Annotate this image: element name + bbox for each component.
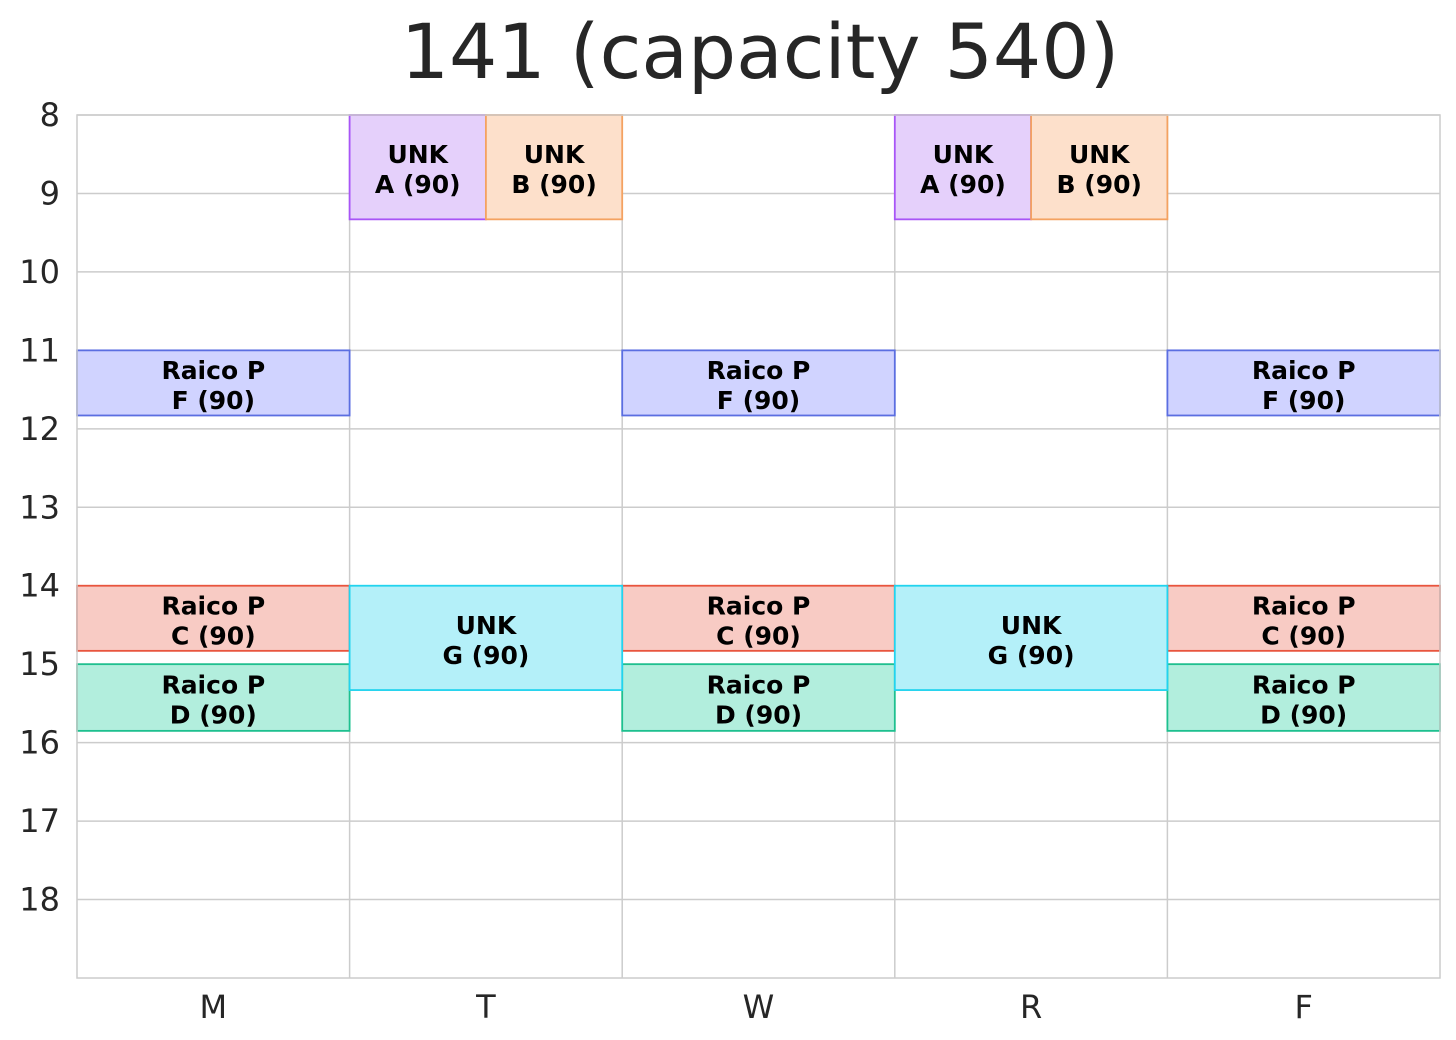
schedule-block: Raico PC (90) [76,584,351,652]
block-label-line2: C (90) [171,621,256,650]
chart-title: 141 (capacity 540) [401,7,1120,96]
y-tick-label: 18 [19,881,60,919]
block-rect [348,114,487,221]
schedule-block: Raico PF (90) [621,349,896,417]
plot-frame [76,114,1441,979]
block-label-line1: Raico P [161,356,265,385]
x-tick-label: W [743,988,775,1026]
x-tick-label: M [199,988,227,1026]
y-tick-label: 13 [19,488,60,526]
block-label-line1: UNK [1001,611,1063,640]
x-tick-label: T [475,988,496,1026]
block-rect [621,584,896,652]
y-tick-label: 9 [40,174,60,212]
block-label-line1: UNK [456,611,518,640]
schedule-block: Raico PD (90) [621,663,896,732]
block-label-line1: Raico P [161,671,265,700]
grid [77,114,1440,978]
block-label-line1: Raico P [1252,356,1356,385]
block-label-line2: A (90) [375,170,461,199]
block-rect [76,349,351,417]
x-tick-label: R [1020,988,1042,1026]
block-rect [484,114,624,221]
block-label-line2: A (90) [920,170,1006,199]
block-label-line2: D (90) [170,701,257,730]
block-rect [76,584,351,652]
y-tick-label: 8 [40,96,60,134]
block-label-line1: Raico P [707,671,811,700]
block-label-line1: Raico P [1252,671,1356,700]
block-label-line1: UNK [933,140,995,169]
block-rect [621,663,896,732]
block-rect [348,584,624,691]
block-rect [76,663,351,732]
block-label-line2: F (90) [1262,386,1345,415]
block-rect [1166,584,1441,652]
block-label-line2: D (90) [1260,701,1347,730]
schedule-block: Raico PF (90) [1166,349,1441,417]
block-label-line2: C (90) [716,621,801,650]
block-label-line1: Raico P [707,591,811,620]
block-rect [621,349,896,417]
schedule-block: Raico PC (90) [1166,584,1441,652]
y-axis-ticks: 8 9 10 11 12 13 14 15 16 17 18 [19,96,60,919]
block-label-line2: G (90) [442,641,529,670]
block-label-line1: Raico P [707,356,811,385]
y-tick-label: 12 [19,410,60,448]
schedule-block: Raico PD (90) [76,663,351,732]
block-rect [1166,349,1441,417]
block-rect [1166,663,1441,732]
y-tick-label: 14 [19,567,60,605]
y-tick-label: 16 [19,724,60,762]
block-label-line1: UNK [387,140,449,169]
schedule-block: Raico PD (90) [1166,663,1441,732]
block-label-line2: F (90) [717,386,800,415]
block-label-line2: D (90) [715,701,802,730]
block-label-line2: B (90) [511,170,596,199]
block-label-line1: UNK [1069,140,1131,169]
block-label-line2: F (90) [172,386,255,415]
block-rect [1030,114,1169,221]
block-label-line1: Raico P [1252,591,1356,620]
block-label-line2: C (90) [1261,621,1346,650]
y-tick-label: 11 [19,331,60,369]
y-tick-label: 15 [19,645,60,683]
y-tick-label: 17 [19,802,60,840]
block-label-line1: Raico P [161,591,265,620]
block-label-line1: UNK [524,140,586,169]
block-label-line2: G (90) [988,641,1075,670]
schedule-block: Raico PC (90) [621,584,896,652]
block-rect [893,584,1169,691]
schedule-block: Raico PF (90) [76,349,351,417]
block-rect [893,114,1032,221]
y-tick-label: 10 [19,253,60,291]
block-label-line2: B (90) [1057,170,1142,199]
x-tick-label: F [1294,988,1312,1026]
